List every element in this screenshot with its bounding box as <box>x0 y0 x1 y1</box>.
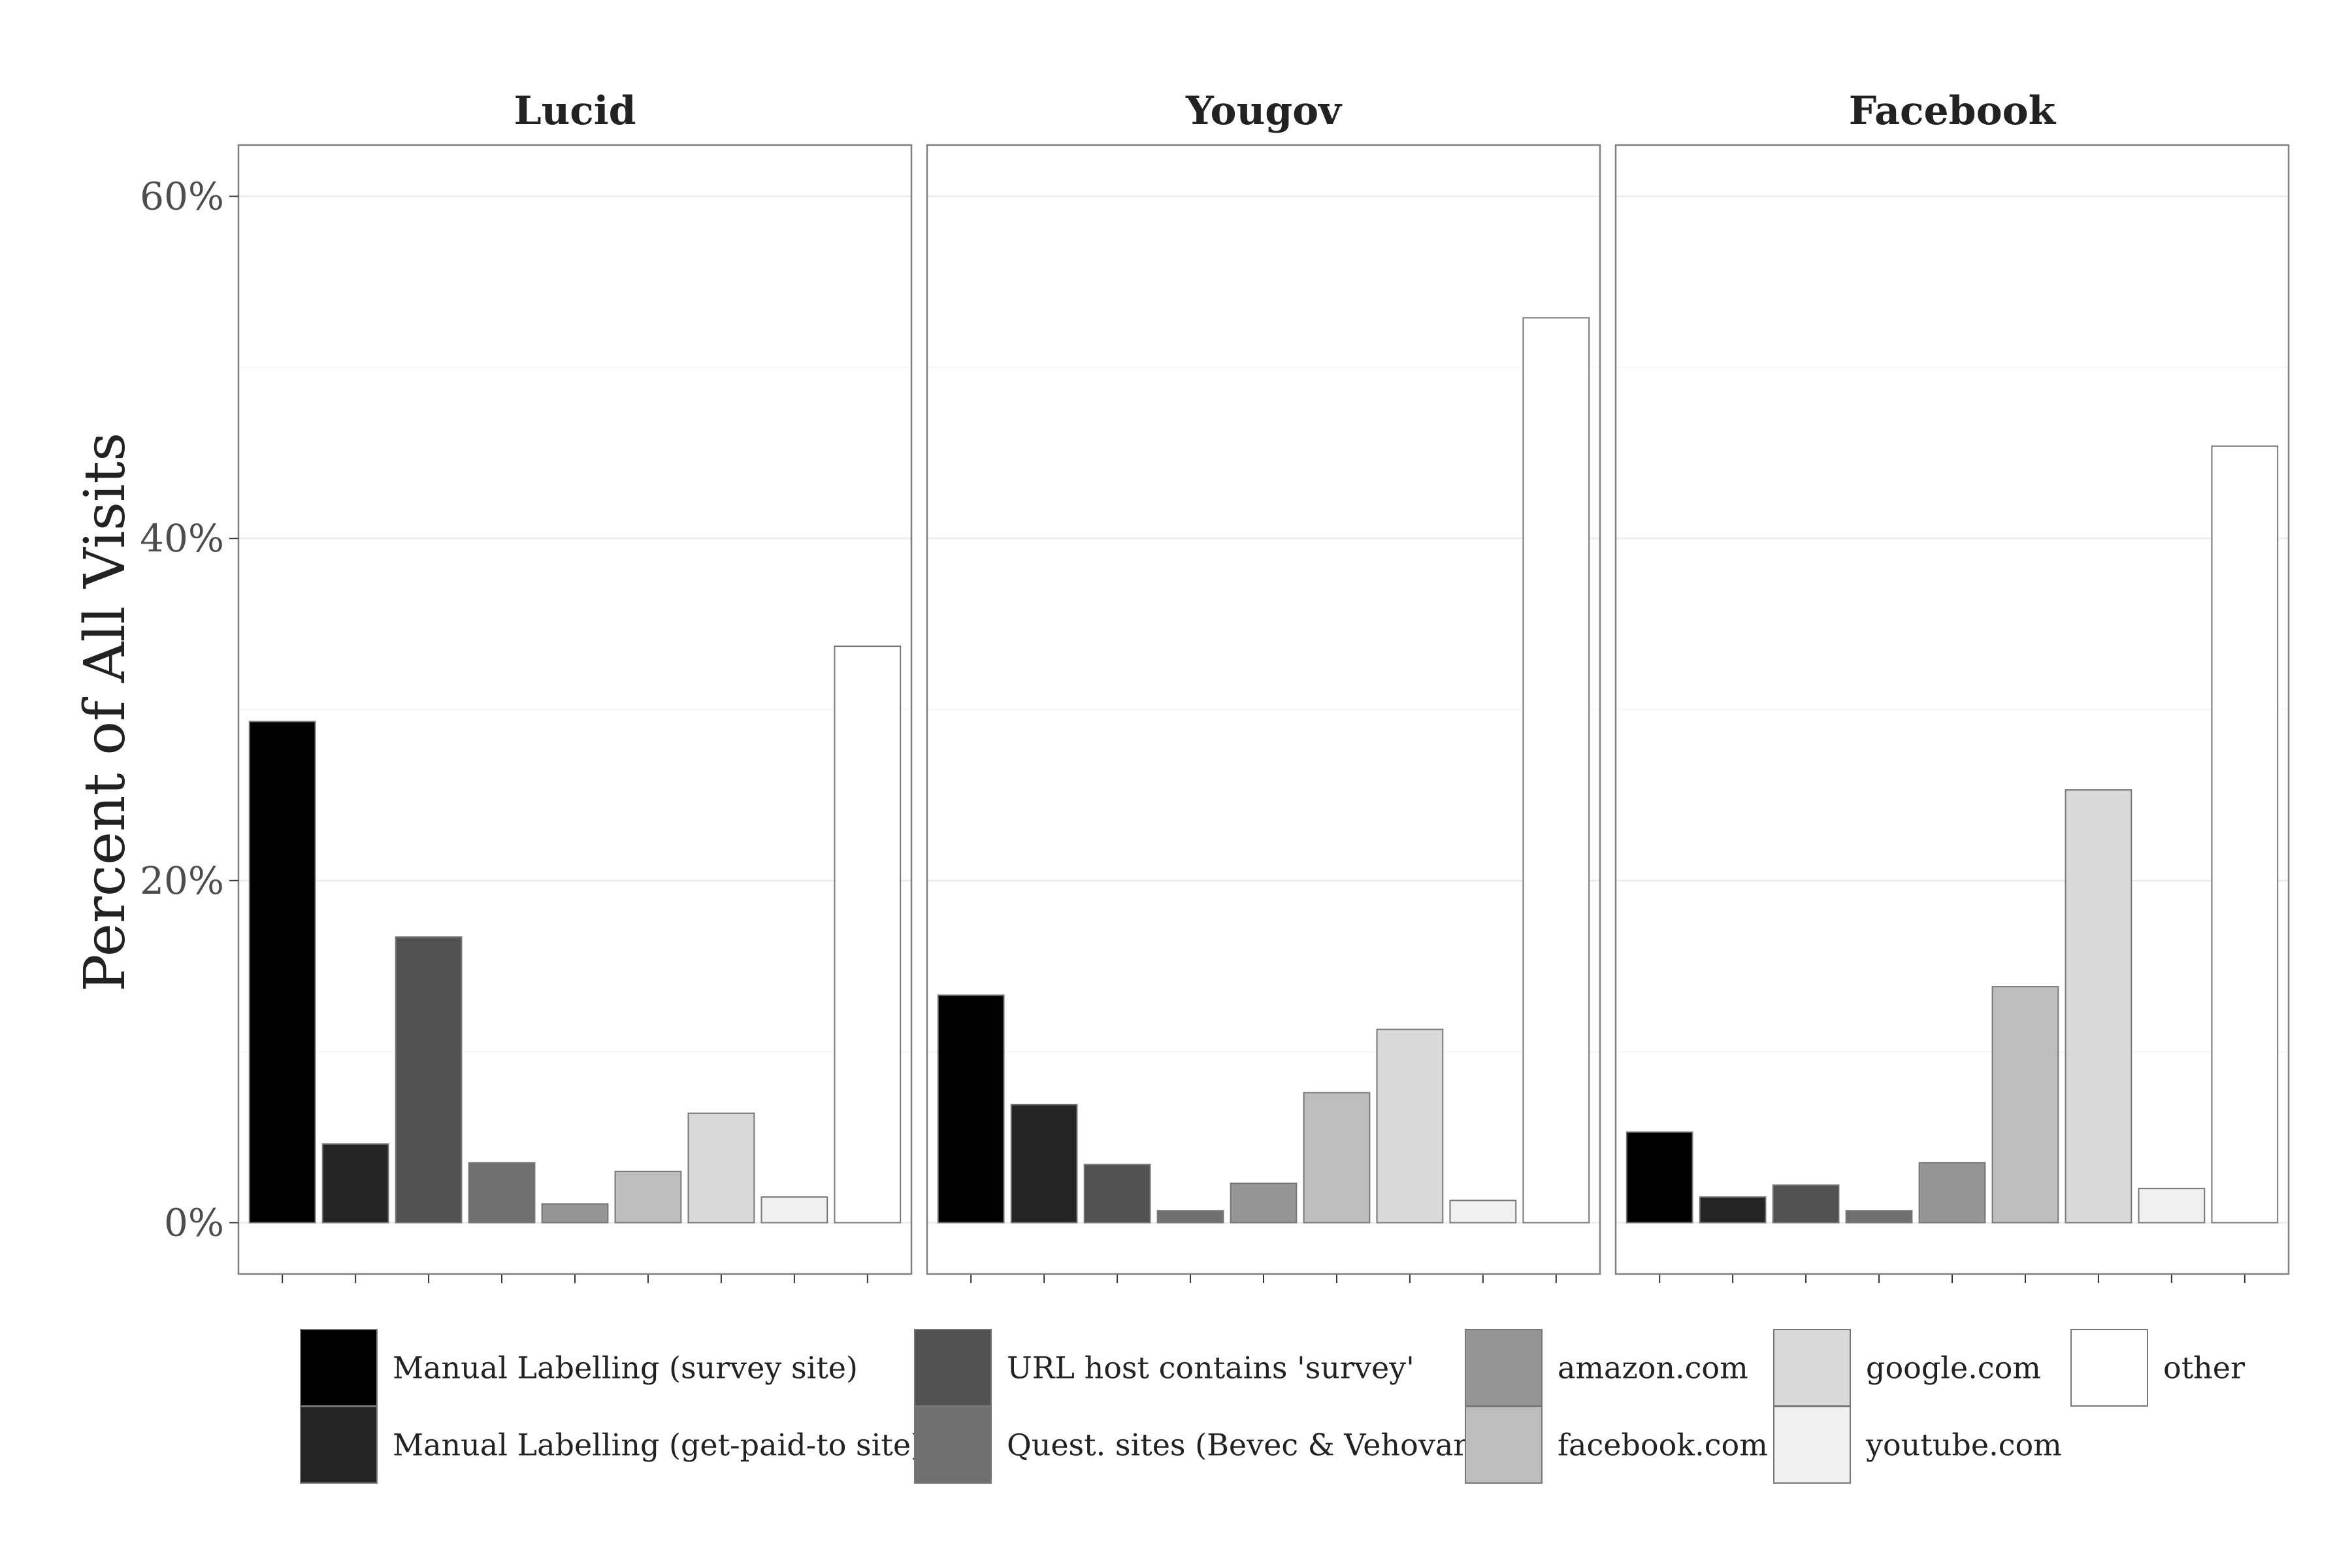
legend-label: youtube.com <box>1865 1428 2062 1463</box>
legend-label: google.com <box>1866 1350 2041 1386</box>
bar <box>1699 1196 1767 1224</box>
legend-item: Manual Labelling (get-paid-to site) <box>300 1406 923 1484</box>
legend-key <box>2070 1329 2148 1407</box>
bar <box>468 1162 536 1224</box>
panel-yougov: Yougov <box>926 88 1601 1283</box>
legend-key <box>1465 1406 1543 1484</box>
legend-item: facebook.com <box>1465 1406 1768 1484</box>
panel-border <box>237 144 913 1275</box>
legend-label: Quest. sites (Bevec & Vehovar) <box>1007 1428 1479 1463</box>
bar <box>248 721 316 1224</box>
legend: Manual Labelling (survey site) Manual Lab… <box>300 1329 2245 1484</box>
legend-item: google.com <box>1773 1329 2041 1407</box>
legend-item: Manual Labelling (survey site) <box>300 1329 858 1407</box>
bar <box>1991 986 2059 1224</box>
legend-label: other <box>2163 1350 2245 1386</box>
bar <box>834 645 902 1224</box>
y-axis: Percent of All Visits 0% 20% 40% 60% <box>73 174 238 1245</box>
legend-key <box>1773 1329 1851 1407</box>
bar <box>2138 1188 2206 1224</box>
panel-facebook: Facebook <box>1614 88 2290 1283</box>
legend-label: facebook.com <box>1558 1428 1768 1463</box>
bar <box>2211 445 2279 1224</box>
legend-label: amazon.com <box>1558 1350 1748 1386</box>
legend-key <box>1773 1406 1851 1484</box>
bar <box>1625 1131 1693 1224</box>
y-tick-label: 20% <box>140 858 224 903</box>
legend-label: URL host contains 'survey' <box>1007 1350 1414 1386</box>
bar <box>1522 317 1590 1224</box>
bar <box>1845 1210 1913 1224</box>
panel-border <box>926 144 1601 1275</box>
bar <box>1449 1200 1517 1224</box>
bar <box>1772 1184 1840 1224</box>
legend-key <box>1465 1329 1543 1407</box>
y-tick-label: 0% <box>164 1200 224 1245</box>
facet-panels: Lucid Yougov Facebook <box>237 88 2290 1283</box>
legend-item: amazon.com <box>1465 1329 1748 1407</box>
facet-title: Facebook <box>1849 88 2057 134</box>
bar <box>937 994 1005 1224</box>
bar <box>395 936 463 1224</box>
legend-key <box>300 1406 378 1484</box>
bar <box>687 1112 755 1224</box>
bar <box>1376 1028 1444 1224</box>
legend-key <box>914 1406 992 1484</box>
bar <box>321 1143 389 1224</box>
bar <box>1918 1162 1986 1224</box>
bar <box>2065 789 2132 1224</box>
legend-item: youtube.com <box>1773 1406 2062 1484</box>
y-tick-label: 40% <box>140 516 224 561</box>
bar <box>760 1196 828 1224</box>
bar <box>1083 1164 1151 1224</box>
y-axis-title: Percent of All Visits <box>73 433 138 992</box>
panel-border <box>1614 144 2290 1275</box>
legend-key <box>914 1329 992 1407</box>
legend-key <box>300 1329 378 1407</box>
bar <box>1010 1103 1078 1224</box>
facet-title: Lucid <box>514 88 636 134</box>
bar <box>1230 1183 1298 1224</box>
bar <box>1156 1210 1224 1224</box>
panel-lucid: Lucid <box>237 88 913 1283</box>
y-tick-label: 60% <box>140 174 224 219</box>
facet-title: Yougov <box>1185 88 1343 134</box>
legend-item: other <box>2070 1329 2245 1407</box>
bar <box>614 1170 682 1224</box>
legend-item: URL host contains 'survey' <box>914 1329 1414 1407</box>
legend-item: Quest. sites (Bevec & Vehovar) <box>914 1406 1479 1484</box>
legend-label: Manual Labelling (survey site) <box>393 1350 858 1386</box>
bar <box>541 1203 609 1224</box>
legend-label: Manual Labelling (get-paid-to site) <box>393 1428 923 1463</box>
bar <box>1303 1092 1371 1224</box>
